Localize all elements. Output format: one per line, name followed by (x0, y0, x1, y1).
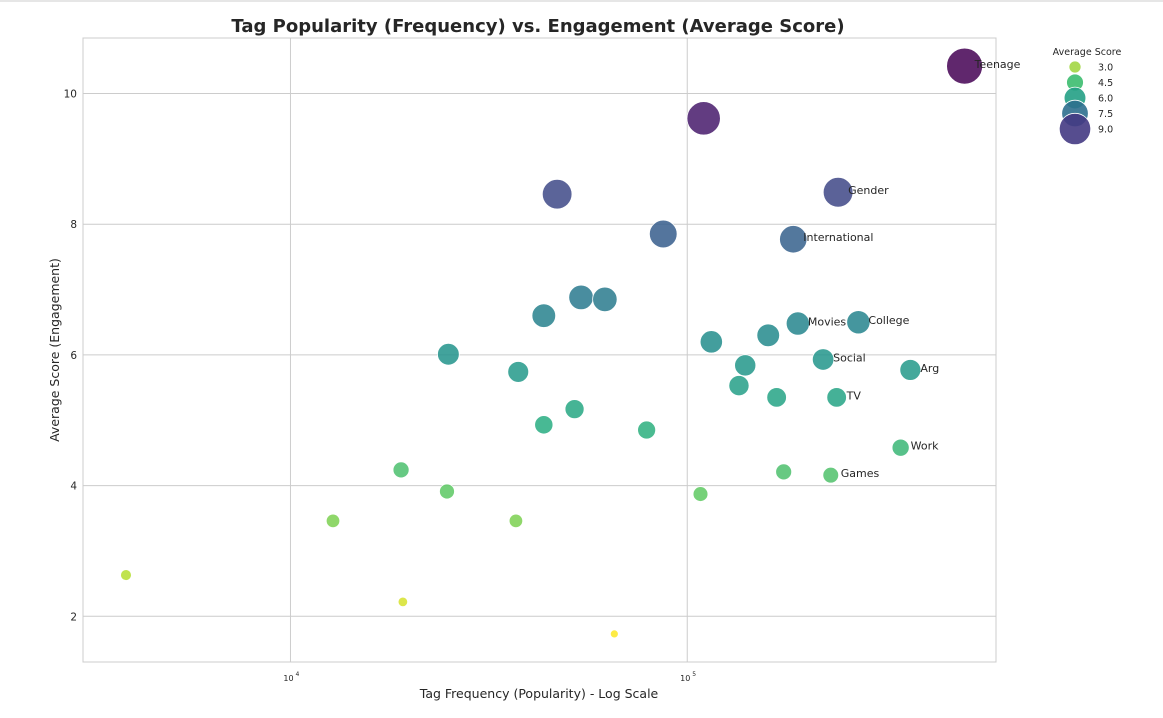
point-annotation: Social (833, 351, 866, 364)
data-point (756, 323, 780, 348)
point-annotation: Gender (848, 184, 889, 197)
data-point (609, 629, 619, 639)
data-point (439, 483, 455, 500)
plot-frame (82, 37, 997, 663)
data-point (822, 176, 854, 208)
window-top-border (0, 0, 1163, 2)
point-annotation: Movies (808, 316, 847, 329)
data-point (899, 359, 922, 381)
data-point (891, 438, 910, 457)
data-point (568, 284, 594, 311)
legend-title: Average Score (1053, 47, 1122, 58)
x-tick-base: 10 (680, 674, 690, 683)
data-point (397, 596, 409, 608)
y-tick-label: 4 (70, 481, 77, 493)
data-point (826, 387, 847, 408)
y-tick-label: 8 (70, 219, 77, 231)
data-point (437, 342, 460, 366)
data-point (508, 513, 524, 529)
data-point (564, 399, 585, 420)
point-annotation: Arg (920, 362, 939, 375)
data-point (779, 225, 808, 254)
y-axis-label: Average Score (Engagement) (47, 258, 62, 442)
data-point (637, 420, 657, 440)
x-axis-label: Tag Frequency (Popularity) - Log Scale (419, 686, 659, 701)
data-point (775, 463, 793, 481)
data-point (785, 311, 810, 336)
point-annotation: International (803, 231, 873, 244)
legend: Average Score 3.0 4.5 6.0 7.5 9.0 (1053, 47, 1122, 146)
data-point (811, 348, 835, 371)
legend-label: 4.5 (1098, 78, 1113, 89)
data-point (692, 486, 709, 502)
data-point (822, 466, 840, 484)
grid-layer (83, 38, 996, 662)
y-tick-label: 2 (70, 611, 77, 623)
legend-label: 7.5 (1098, 109, 1113, 120)
y-tick-label: 10 (64, 89, 77, 101)
data-point (392, 461, 410, 479)
legend-label: 9.0 (1098, 125, 1113, 136)
x-tick-exponent: 5 (692, 671, 696, 678)
x-tick-label: 10 5 (680, 671, 696, 683)
legend-marker (1068, 60, 1082, 74)
data-point (766, 387, 787, 408)
data-point (728, 375, 750, 397)
data-point (946, 47, 983, 85)
point-annotation: Games (841, 467, 880, 480)
legend-label: 3.0 (1098, 63, 1113, 74)
chart-title: Tag Popularity (Frequency) vs. Engagemen… (231, 16, 844, 37)
x-tick-exponent: 4 (295, 671, 299, 678)
data-point (541, 178, 573, 210)
data-point (534, 415, 554, 435)
data-point (648, 219, 678, 249)
legend-label: 6.0 (1098, 94, 1113, 105)
point-annotation: Work (911, 440, 939, 453)
point-annotation: TV (846, 389, 862, 402)
legend-marker (1058, 112, 1092, 146)
point-annotation: College (868, 314, 909, 327)
points-layer (120, 47, 983, 639)
data-point (325, 513, 341, 529)
annotations-layer: Teenage Gender International Movies College S… (803, 58, 1020, 480)
data-point (507, 361, 530, 383)
y-tick-label: 6 (70, 350, 77, 362)
data-point (846, 310, 871, 335)
data-point (734, 354, 757, 377)
point-annotation: Teenage (974, 58, 1021, 71)
data-point (592, 286, 618, 313)
x-tick-label: 10 4 (283, 671, 299, 683)
data-point (120, 569, 132, 581)
data-point (686, 101, 721, 136)
data-point (531, 303, 557, 328)
data-point (699, 330, 723, 354)
x-tick-base: 10 (283, 674, 293, 683)
